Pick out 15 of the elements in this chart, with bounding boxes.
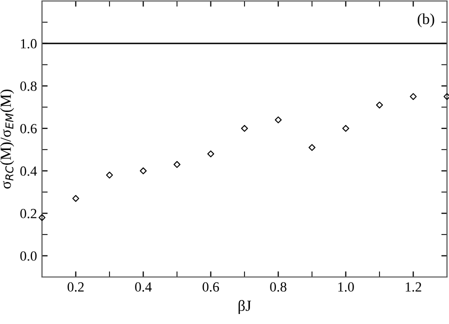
x-tick-label: 0.4 bbox=[135, 282, 152, 292]
y-tick-label: 0.8 bbox=[20, 82, 37, 91]
x-tick-label: 1.2 bbox=[406, 282, 422, 292]
y-tick-label: 0.2 bbox=[20, 208, 36, 218]
x-tick-label: 0.2 bbox=[68, 282, 84, 292]
x-tick-label: 0.6 bbox=[202, 282, 220, 292]
y-axis-title: σ$_{RC}$(M)/σ$_{EM}$(M) bbox=[0, 90, 14, 189]
y-tick-label: 0.0 bbox=[20, 251, 37, 261]
annotation: (b) bbox=[418, 13, 434, 28]
x-tick-label: 0.8 bbox=[270, 282, 286, 292]
y-tick-label: 1.0 bbox=[21, 39, 37, 48]
x-axis-title: βJ bbox=[238, 300, 252, 314]
y-tick-label: 0.4 bbox=[20, 166, 37, 176]
y-tick-label: 0.6 bbox=[20, 124, 37, 134]
x-tick-label: 1.0 bbox=[338, 282, 354, 292]
